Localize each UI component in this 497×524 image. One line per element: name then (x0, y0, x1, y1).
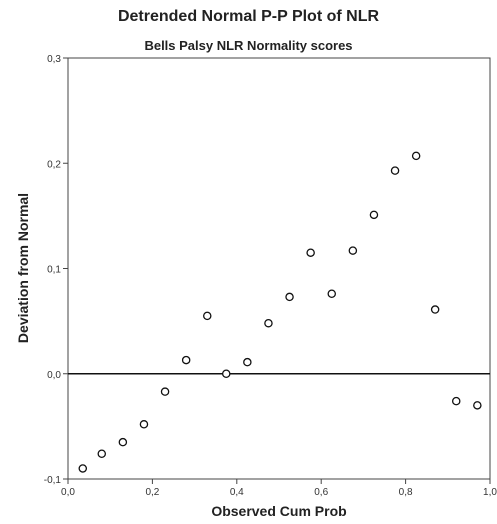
data-point (97, 449, 107, 458)
x-tick-label: 0,6 (314, 487, 328, 498)
data-point (221, 369, 231, 378)
data-points (78, 151, 482, 473)
x-tick-label: 0,8 (399, 487, 413, 498)
data-point (181, 355, 191, 365)
data-point (473, 401, 482, 410)
data-point (327, 289, 336, 299)
tick-labels: 0,0 0,2 0,4 0,6 0,8 1,0-0,10,00,10,20,3 (44, 54, 497, 498)
data-point (118, 437, 128, 447)
chart-title: Detrended Normal P-P Plot of NLR (117, 8, 380, 25)
x-tick-label: 1,0 (483, 487, 497, 498)
axis-ticks (63, 57, 491, 484)
y-tick-label: 0,0 (47, 370, 61, 381)
data-point (348, 246, 358, 255)
data-point (411, 151, 421, 161)
x-tick-label: 0,2 (145, 487, 159, 498)
data-point (390, 166, 400, 175)
data-point (451, 396, 461, 406)
chart-subtitle: Bells Palsy NLR Normality scores (144, 38, 353, 53)
plot-area-frame (67, 57, 491, 480)
data-point (264, 318, 273, 328)
data-point (139, 420, 149, 429)
data-point (78, 464, 88, 473)
data-point (306, 248, 315, 257)
data-point (243, 357, 252, 367)
y-tick-label: 0,3 (47, 54, 61, 65)
data-point (160, 387, 170, 396)
data-point (369, 210, 379, 220)
y-tick-label: 0,2 (47, 159, 61, 170)
data-point (203, 311, 212, 321)
y-tick-label: -0,1 (44, 475, 62, 486)
data-point (285, 292, 294, 302)
x-axis-label: Observed Cum Prob (211, 503, 346, 519)
y-axis-label: Deviation from Normal (15, 193, 31, 343)
y-tick-label: 0,1 (47, 265, 61, 276)
data-point (430, 305, 440, 314)
x-tick-label: 0,0 (61, 487, 75, 498)
x-tick-label: 0,4 (230, 487, 244, 498)
